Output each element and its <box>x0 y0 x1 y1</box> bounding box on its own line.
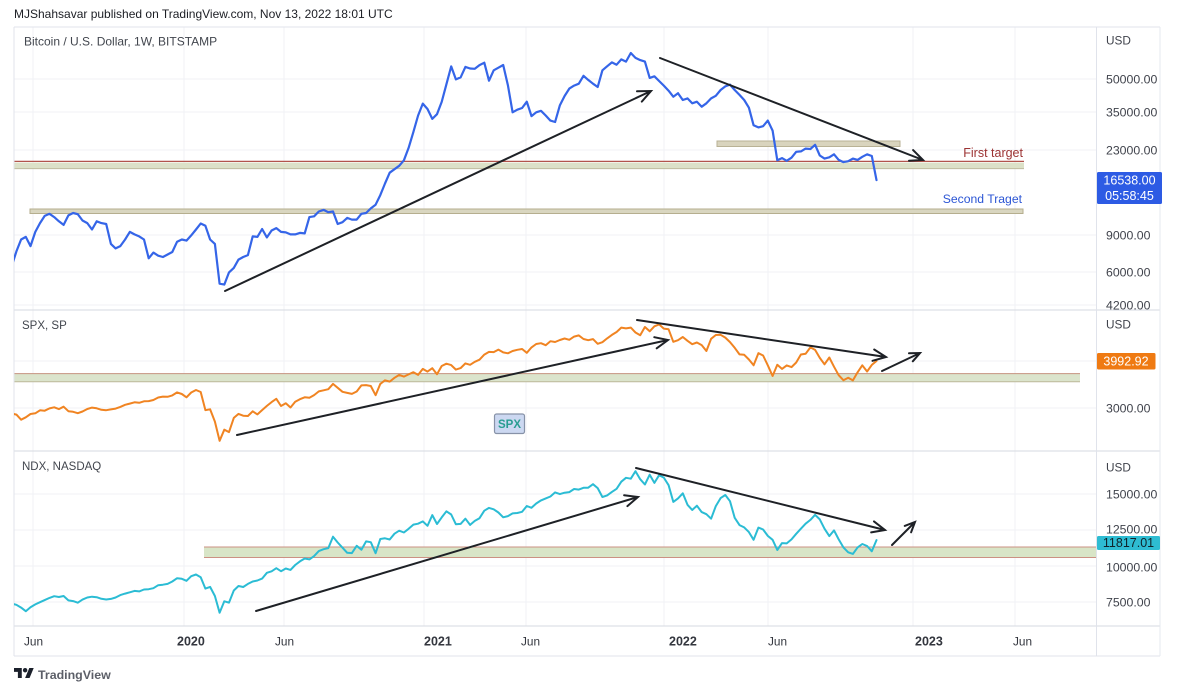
svg-text:SPX, SP: SPX, SP <box>22 320 67 332</box>
svg-text:SPX: SPX <box>498 419 521 431</box>
svg-text:23000.00: 23000.00 <box>1106 143 1157 157</box>
svg-text:TradingView: TradingView <box>38 668 111 682</box>
svg-text:Jun: Jun <box>275 635 294 649</box>
svg-text:10000.00: 10000.00 <box>1106 560 1157 574</box>
svg-text:Jun: Jun <box>24 635 43 649</box>
svg-text:First target: First target <box>963 146 1023 160</box>
svg-text:2020: 2020 <box>177 635 205 649</box>
svg-text:12500.00: 12500.00 <box>1106 522 1157 536</box>
svg-text:9000.00: 9000.00 <box>1106 228 1151 242</box>
svg-text:2022: 2022 <box>669 635 697 649</box>
svg-text:50000.00: 50000.00 <box>1106 72 1157 86</box>
svg-text:4200.00: 4200.00 <box>1106 298 1151 312</box>
svg-text:Jun: Jun <box>1013 635 1032 649</box>
svg-text:USD: USD <box>1106 33 1131 47</box>
svg-text:7500.00: 7500.00 <box>1106 595 1151 609</box>
svg-text:3992.92: 3992.92 <box>1103 355 1148 369</box>
svg-text:Jun: Jun <box>521 635 540 649</box>
svg-text:05:58:45: 05:58:45 <box>1105 189 1154 203</box>
svg-text:6000.00: 6000.00 <box>1106 265 1151 279</box>
svg-text:2021: 2021 <box>424 635 452 649</box>
svg-text:NDX, NASDAQ: NDX, NASDAQ <box>22 461 101 473</box>
svg-text:11817.01: 11817.01 <box>1103 536 1154 550</box>
svg-text:Jun: Jun <box>768 635 787 649</box>
svg-text:3000.00: 3000.00 <box>1106 401 1151 415</box>
svg-text:15000.00: 15000.00 <box>1106 487 1157 501</box>
svg-text:2023: 2023 <box>915 635 943 649</box>
svg-text:Bitcoin / U.S. Dollar, 1W, BIT: Bitcoin / U.S. Dollar, 1W, BITSTAMP <box>24 35 217 49</box>
svg-text:Second Traget: Second Traget <box>943 192 1023 206</box>
svg-text:35000.00: 35000.00 <box>1106 105 1157 119</box>
svg-text:USD: USD <box>1106 460 1131 474</box>
svg-text:USD: USD <box>1106 317 1131 331</box>
svg-text:16538.00: 16538.00 <box>1103 174 1155 188</box>
svg-text:MJShahsavar published on Tradi: MJShahsavar published on TradingView.com… <box>14 7 393 21</box>
